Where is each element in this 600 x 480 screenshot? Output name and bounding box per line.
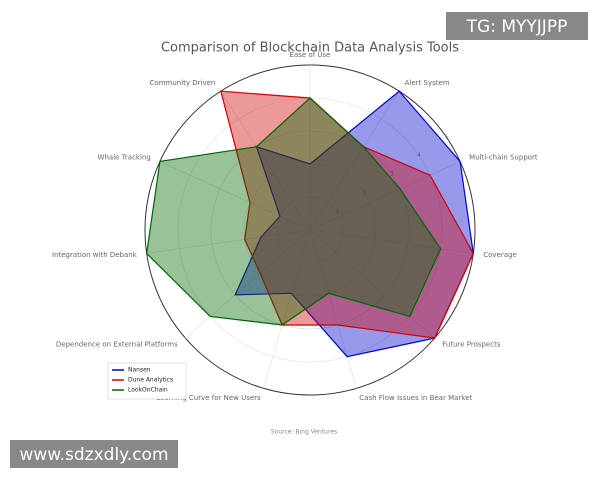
axis-label: Future Prospects bbox=[442, 341, 501, 349]
axis-label: Dependence on External Platforms bbox=[56, 341, 178, 349]
watermark-box bbox=[10, 440, 178, 468]
spoke bbox=[263, 229, 311, 389]
axis-label: Cash Flow Issues in Bear Market bbox=[359, 394, 472, 402]
spoke bbox=[309, 229, 474, 254]
spoke bbox=[309, 161, 461, 231]
legend-box bbox=[107, 362, 187, 400]
watermark: TG: MYYJJPP bbox=[466, 17, 568, 37]
legend-label: Nansen bbox=[128, 367, 151, 374]
axis-label: Coverage bbox=[483, 251, 517, 259]
axis-label: Community Driven bbox=[150, 79, 216, 87]
spoke bbox=[309, 229, 435, 339]
r-tick-label: 3 bbox=[390, 171, 394, 178]
axis-label: Ease of Use bbox=[290, 51, 331, 59]
chart-title: Comparison of Blockchain Data Analysis T… bbox=[161, 41, 459, 56]
r-tick-label: 2 bbox=[363, 189, 367, 196]
watermark-box bbox=[446, 12, 588, 40]
spoke bbox=[159, 161, 311, 231]
legend-label: LookOnChain bbox=[128, 387, 168, 394]
spoke bbox=[309, 229, 357, 389]
series-area bbox=[146, 97, 442, 326]
spoke bbox=[220, 91, 311, 231]
r-tick-label: 1 bbox=[335, 208, 339, 215]
axis-label: Whale Tracking bbox=[98, 153, 151, 161]
axis-label: Multi-chain Support bbox=[469, 153, 538, 161]
series-area bbox=[220, 90, 474, 339]
legend-label: Dune Analytics bbox=[128, 377, 173, 384]
axis-label: Alert System bbox=[405, 79, 450, 87]
spoke bbox=[185, 229, 311, 339]
spoke bbox=[309, 91, 400, 231]
watermark: www.sdzxdly.com bbox=[19, 445, 168, 465]
r-tick-label: 5 bbox=[444, 134, 448, 141]
legend: Nansen Dune Analytics LookOnChain bbox=[107, 362, 187, 400]
axis-label: Integration with Debank bbox=[52, 251, 138, 259]
r-tick-label: 4 bbox=[417, 152, 421, 159]
spoke bbox=[146, 229, 311, 254]
axis-label: Learning Curve for New Users bbox=[156, 394, 261, 402]
source: Source: Bing Ventures bbox=[271, 429, 337, 436]
